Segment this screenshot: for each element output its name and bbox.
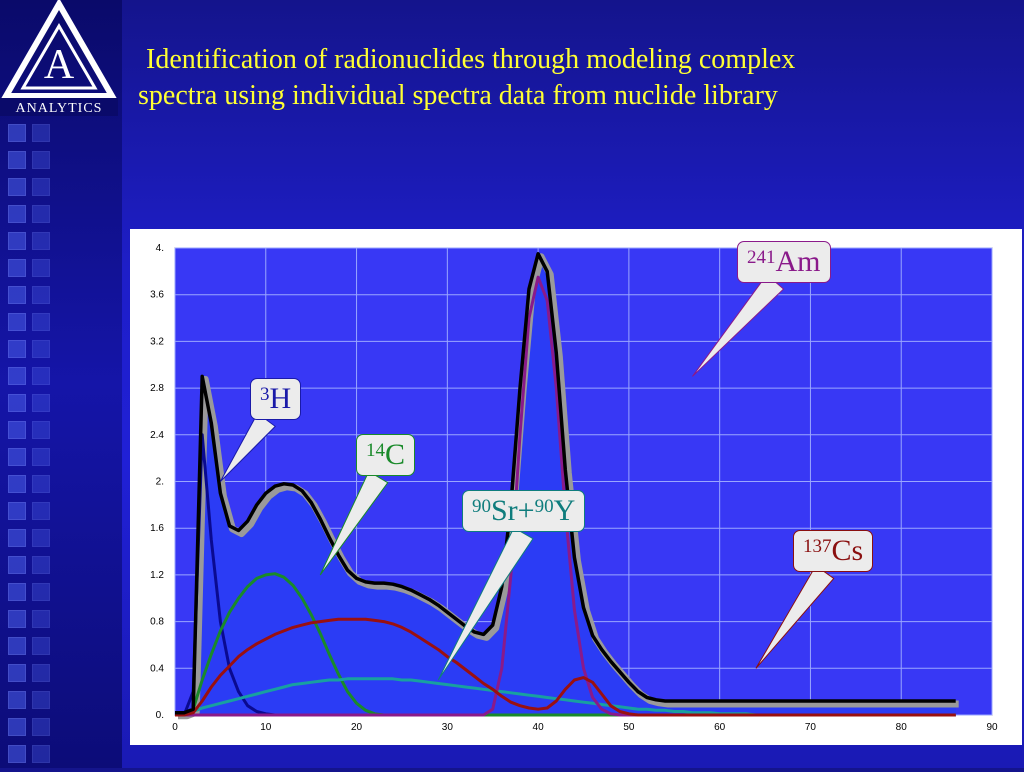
x-tick-label: 10 [260, 722, 272, 733]
title-line-1: Identification of radionuclides through … [146, 44, 796, 75]
y-tick-label: 3.2 [150, 336, 164, 347]
slide-title: Identification of radionuclides through … [138, 42, 988, 114]
callout-pointer [755, 564, 835, 669]
x-tick-label: 30 [442, 722, 454, 733]
series-line-total [175, 252, 956, 715]
y-tick-label: 2. [156, 477, 164, 488]
callout-pointer [319, 470, 389, 576]
x-tick-label: 40 [533, 722, 545, 733]
logo-letter: A [44, 42, 75, 88]
y-tick-label: 2.8 [150, 383, 164, 394]
y-tick-label: 1.6 [150, 523, 164, 534]
y-tick-label: 0. [156, 710, 164, 721]
y-tick-label: 0.8 [150, 617, 164, 628]
callout-241Am: 241Am [737, 241, 831, 283]
callout-14C: 14C [356, 434, 416, 476]
title-line-2: spectra using individual spectra data fr… [138, 80, 778, 111]
analytics-logo: A ANALYTICS [0, 0, 118, 116]
callout-90Sr: 90Sr+90Y [462, 490, 586, 532]
series-line-137Cs [175, 617, 956, 717]
x-tick-label: 50 [623, 722, 635, 733]
x-tick-label: 80 [896, 722, 908, 733]
y-tick-label: 2.4 [150, 430, 164, 441]
callout-pointer [437, 526, 534, 681]
x-tick-label: 20 [351, 722, 363, 733]
chart-frame: 0 10 20 30 40 50 60 70 80 90 0. 0.4 0.8 1.2 1.6 2. 2.4 2.… [130, 229, 1022, 745]
x-tick-label: 60 [714, 722, 726, 733]
y-tick-label: 1.2 [150, 570, 164, 581]
logo-text: ANALYTICS [16, 101, 103, 116]
sidebar-decoration [0, 0, 122, 768]
y-tick-label: 4. [156, 243, 164, 254]
spectrum-chart: 0 10 20 30 40 50 60 70 80 90 0. 0.4 0.8 1.2 1.6 2. 2.4 2.… [150, 243, 998, 733]
callout-3H: 3H [250, 378, 302, 420]
decorative-squares-faint [32, 124, 50, 772]
x-tick-label: 90 [986, 722, 998, 733]
x-tick-label: 70 [805, 722, 817, 733]
decorative-squares [8, 124, 26, 772]
y-tick-label: 3.6 [150, 290, 164, 301]
x-tick-label: 0 [172, 722, 178, 733]
y-tick-label: 0.4 [150, 663, 164, 674]
callout-137Cs: 137Cs [793, 530, 874, 572]
